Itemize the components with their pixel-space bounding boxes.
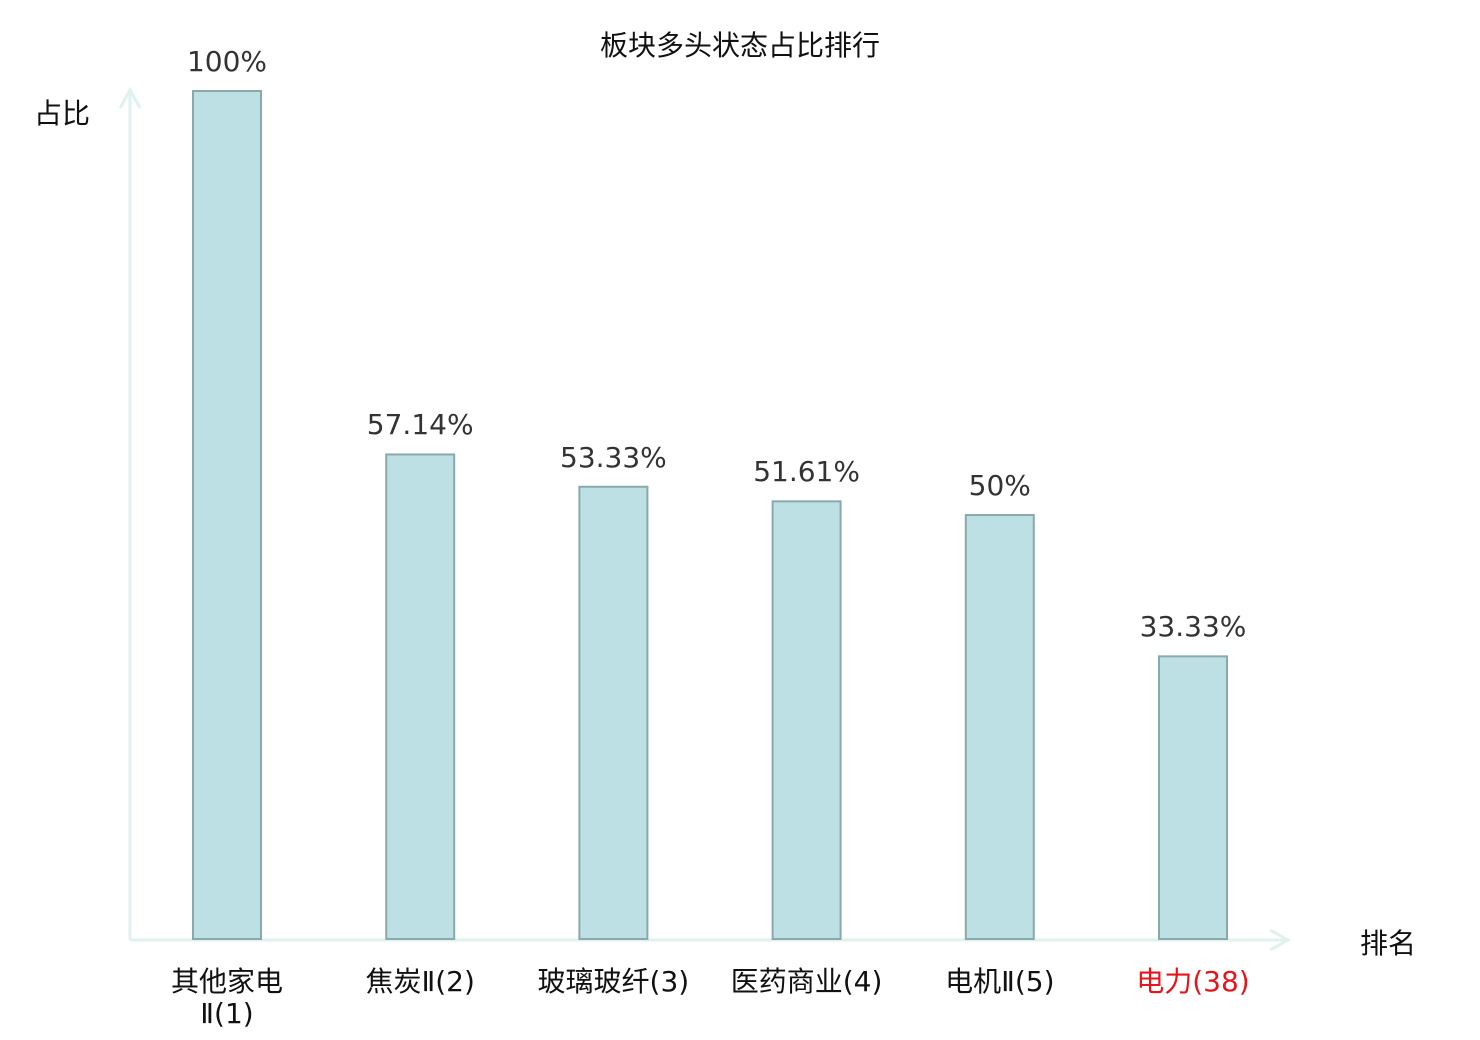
data-label: 53.33%	[560, 440, 667, 474]
y-axis-arrow-icon	[118, 86, 142, 109]
bar	[192, 90, 262, 940]
data-label: 50%	[968, 469, 1031, 502]
data-label: 100%	[186, 45, 268, 78]
x-tick-label: 焦炭Ⅱ(2)	[365, 965, 475, 998]
x-axis-label: 排名	[1360, 927, 1417, 960]
bar	[1158, 655, 1228, 940]
x-tick-label: 玻璃玻纤(3)	[537, 965, 690, 998]
bar	[964, 514, 1035, 940]
x-tick-label: 医药商业(4)	[730, 965, 883, 998]
x-tick-label: 其他家电Ⅱ(1)	[170, 965, 283, 1030]
bar	[771, 500, 842, 940]
data-label: 51.61%	[753, 455, 860, 489]
chart-title: 板块多头状态占比排行	[599, 29, 880, 62]
y-axis-label: 占比	[34, 97, 91, 130]
bar	[578, 485, 649, 940]
data-label: 33.33%	[1139, 610, 1247, 644]
x-tick-label: 电机Ⅱ(5)	[945, 965, 1055, 998]
x-tick-label: 电力(38)	[1136, 965, 1250, 998]
bar	[385, 453, 456, 940]
x-axis-arrow-icon	[1269, 928, 1292, 952]
data-label: 57.14%	[366, 408, 474, 442]
